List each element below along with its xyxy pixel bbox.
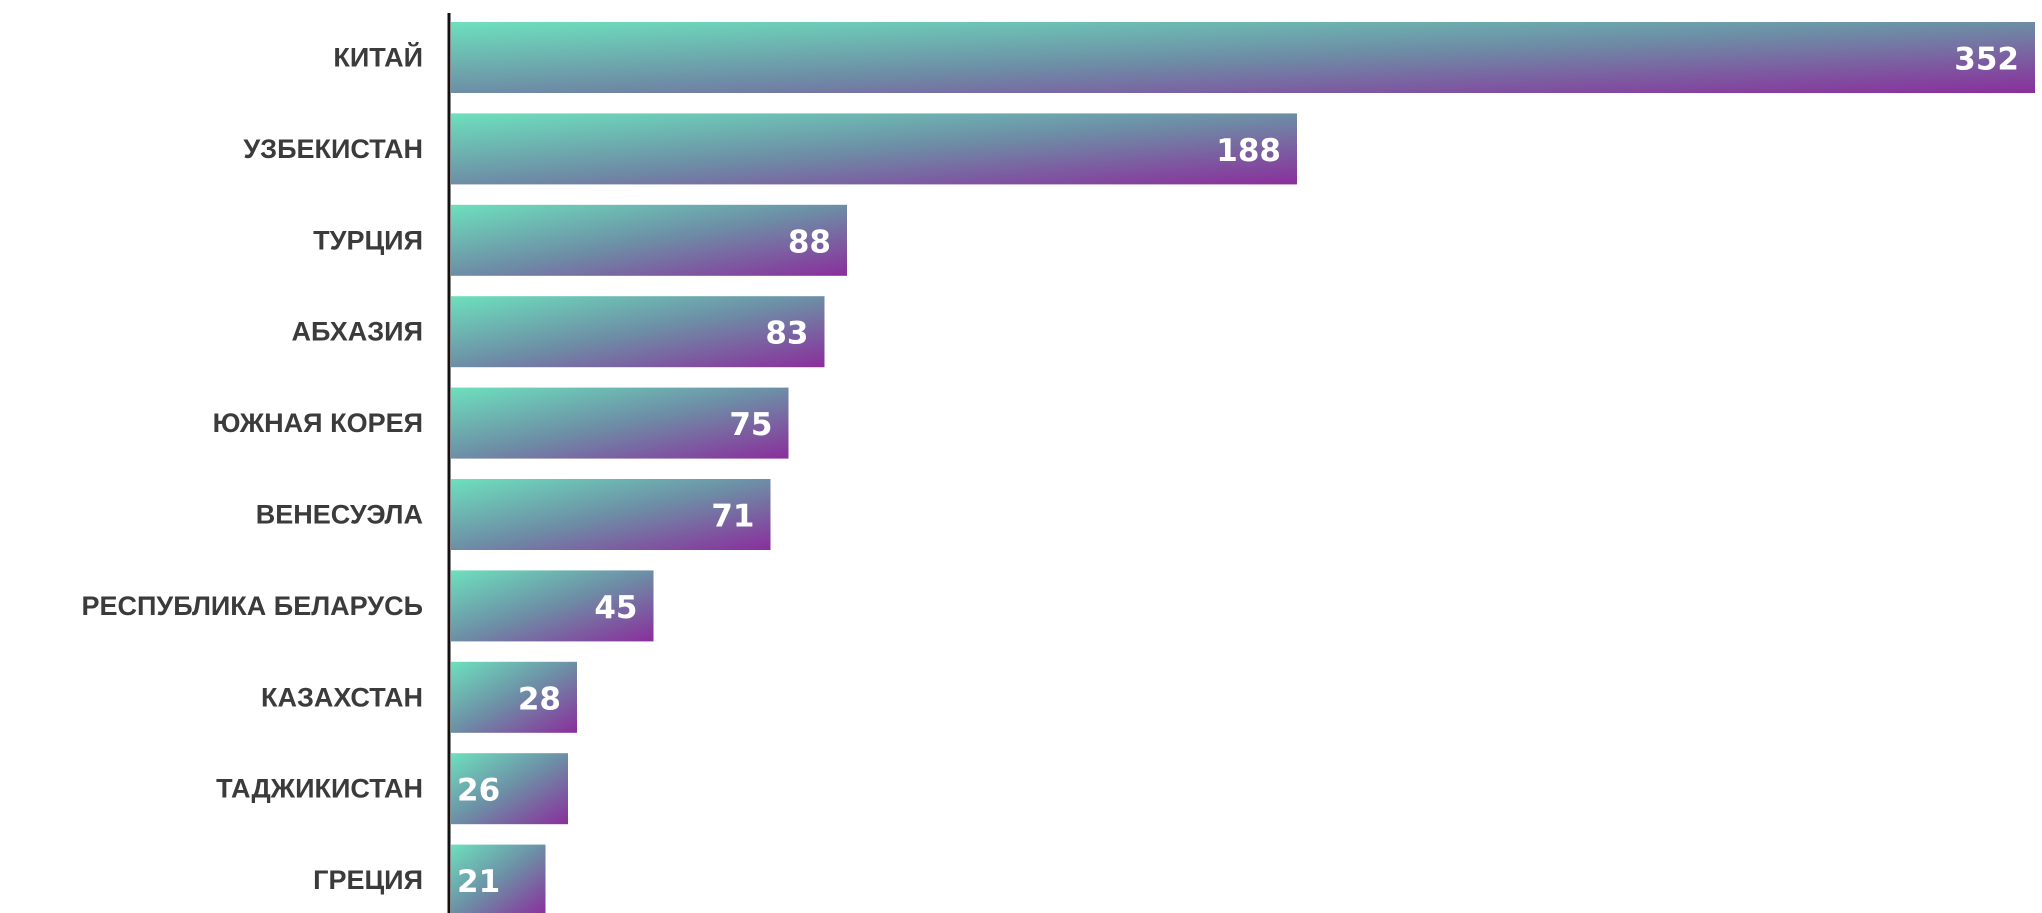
value-labels-group: 352 188 88 83 75 71 45 28 26 21 — [457, 42, 2019, 901]
bar — [451, 22, 2035, 93]
category-labels-group: КИТАЙ УЗБЕКИСТАН ТУРЦИЯ АБХАЗИЯ ЮЖНАЯ КОРЕЯ В… — [82, 42, 424, 896]
value-label: 45 — [594, 590, 637, 626]
category-label: КИТАЙ — [333, 42, 423, 73]
value-label: 21 — [457, 864, 500, 900]
category-label: ТАДЖИКИСТАН — [216, 774, 423, 804]
category-label: АБХАЗИЯ — [292, 317, 423, 347]
value-label: 75 — [729, 407, 772, 443]
bar — [451, 204, 847, 276]
bar — [451, 570, 654, 642]
bar — [451, 479, 771, 550]
value-label: 83 — [765, 316, 808, 352]
bar — [451, 296, 825, 368]
category-label: УЗБЕКИСТАН — [243, 134, 423, 164]
value-label: 28 — [518, 681, 561, 717]
bar — [451, 113, 1297, 185]
value-label: 352 — [1954, 42, 2019, 78]
category-label: КАЗАХСТАН — [261, 682, 423, 712]
value-label: 88 — [788, 224, 831, 260]
category-label: ЮЖНАЯ КОРЕЯ — [213, 408, 423, 438]
bar — [451, 844, 546, 913]
value-label: 188 — [1216, 133, 1281, 169]
category-label: РЕСПУБЛИКА БЕЛАРУСЬ — [82, 591, 424, 621]
bar — [451, 753, 568, 825]
value-label: 26 — [457, 773, 500, 809]
bar — [451, 387, 789, 459]
bars-group — [451, 22, 2035, 913]
value-label: 71 — [711, 499, 754, 535]
category-label: ТУРЦИЯ — [313, 225, 423, 255]
bar — [451, 661, 577, 733]
category-label: ВЕНЕСУЭЛА — [256, 500, 423, 530]
category-label: ГРЕЦИЯ — [313, 865, 423, 895]
